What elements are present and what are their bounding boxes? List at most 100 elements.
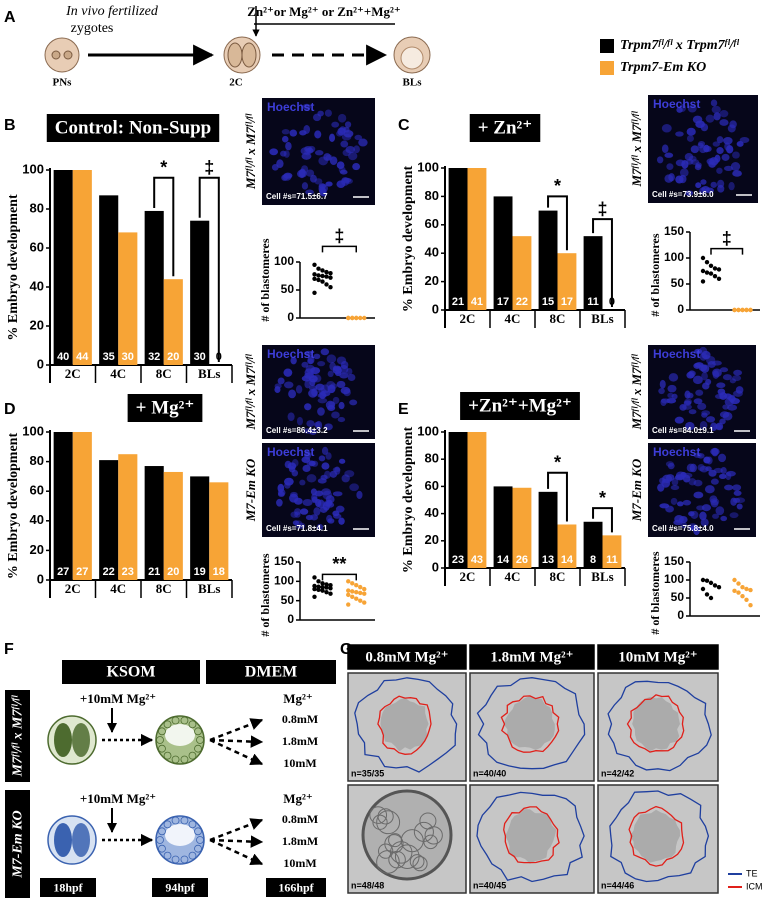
- y-tick-label: 150: [664, 554, 684, 568]
- nucleus: [295, 385, 303, 394]
- n-label: n=42/42: [601, 768, 634, 778]
- nucleus: [688, 478, 697, 486]
- point: [354, 315, 359, 321]
- nucleus: [732, 484, 742, 491]
- point: [328, 271, 333, 276]
- bar: [467, 432, 487, 568]
- bar: [538, 210, 558, 310]
- panel-label: F: [4, 641, 14, 658]
- te-outline: [354, 677, 458, 773]
- te-outline: [476, 791, 585, 883]
- nucleus: [723, 393, 732, 399]
- point: [350, 594, 355, 599]
- y-tick-label: 60: [30, 239, 44, 254]
- point: [312, 594, 317, 599]
- point: [324, 282, 329, 287]
- nucleus: [659, 503, 670, 509]
- significance-label: ‡: [722, 228, 732, 248]
- icm-texture: [380, 697, 429, 752]
- nucleus: [325, 181, 333, 187]
- nucleus: [309, 429, 317, 436]
- nucleus: [311, 460, 319, 467]
- cell: [158, 844, 166, 853]
- nucleus: [688, 409, 697, 415]
- bar: [53, 432, 73, 580]
- count-label: 17: [561, 296, 573, 308]
- dashed-arrow: [209, 838, 264, 866]
- nucleus: [349, 483, 359, 492]
- nucleus: [673, 519, 683, 526]
- nucleus: [727, 124, 736, 133]
- nucleus: [688, 523, 698, 531]
- point: [700, 279, 706, 284]
- cell: [419, 812, 437, 830]
- count-label: 13: [542, 554, 554, 566]
- stain-label: Hoechst: [653, 97, 700, 111]
- point: [358, 590, 363, 596]
- concentration: 1.8mM: [282, 734, 318, 748]
- nucleus: [693, 398, 703, 405]
- cell: [171, 855, 180, 864]
- te-outline: [476, 677, 586, 770]
- count-label: 40: [57, 351, 69, 363]
- nucleus: [719, 418, 726, 425]
- count-label: 8: [590, 554, 596, 566]
- dashed-arrow: [209, 818, 264, 842]
- nucleus: [671, 393, 678, 400]
- nucleus: [304, 350, 313, 357]
- nucleus: [679, 404, 687, 411]
- point: [712, 266, 718, 271]
- nucleus: [701, 350, 711, 360]
- point: [346, 579, 351, 584]
- cell: [158, 727, 166, 736]
- n-label: n=40/45: [473, 880, 506, 890]
- point: [312, 575, 317, 580]
- nucleus: [686, 127, 696, 136]
- y-tick-label: 60: [30, 483, 44, 498]
- point: [328, 586, 333, 591]
- nucleus: [283, 381, 294, 389]
- box-label: M7-Em KO: [11, 810, 26, 878]
- y-axis-label: # of blastomeres: [648, 551, 662, 634]
- strip-chart: # of blastomeres 0 50 100 150: [648, 551, 760, 635]
- nucleus: [701, 186, 710, 193]
- y-tick-label: 150: [664, 224, 684, 238]
- n-label: n=40/40: [473, 768, 506, 778]
- y-tick-label: 0: [37, 356, 44, 371]
- count-label: 23: [452, 554, 464, 566]
- nucleus: [688, 370, 696, 379]
- header-fill: [470, 645, 594, 669]
- y-tick-label: 0: [432, 559, 439, 574]
- nucleus: [729, 512, 739, 519]
- supplement: Zn²⁺or Mg²⁺ or Zn²⁺+Mg²⁺: [247, 4, 401, 19]
- nucleus: [338, 458, 346, 464]
- point: [362, 586, 367, 592]
- count-label: 43: [471, 554, 483, 566]
- cell: [377, 808, 394, 825]
- point: [312, 262, 317, 267]
- point: [708, 580, 714, 586]
- point: [736, 581, 741, 586]
- genotype-label: M7ᶠˡ/ᶠˡ x M7ᶠˡ/ᶠˡ: [629, 111, 644, 188]
- protocol: KSOM DMEM M7ᶠˡ/ᶠˡ x M7ᶠˡ/ᶠˡ +10mM Mg²⁺ Mg²⁺ 0…: [5, 660, 336, 898]
- point: [716, 585, 722, 590]
- significance-bracket: [321, 573, 357, 581]
- nucleus: [299, 508, 309, 515]
- point: [312, 272, 317, 277]
- y-tick-label: 50: [671, 590, 685, 604]
- icm-outline: [500, 695, 560, 753]
- point: [328, 591, 333, 596]
- blastomere: [72, 723, 90, 757]
- x-tick-label: BLs: [591, 569, 613, 584]
- point: [312, 583, 317, 589]
- point: [712, 274, 718, 279]
- y-tick-label: 0: [287, 612, 294, 626]
- nucleus: [684, 190, 694, 196]
- cell: [156, 736, 164, 744]
- nucleus: [339, 372, 349, 379]
- nucleus: [285, 141, 292, 151]
- cell-count: Cell #s=75.8±4.0: [652, 524, 714, 533]
- x-tick-label: 2C: [460, 311, 476, 326]
- nucleus: [277, 483, 285, 493]
- cell: [180, 716, 189, 725]
